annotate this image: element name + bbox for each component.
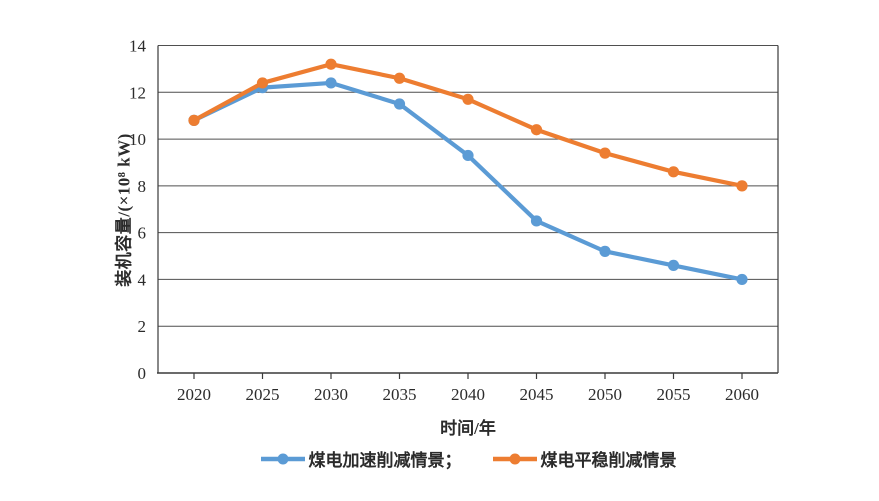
series-0-marker-2040 bbox=[462, 149, 474, 162]
series-0-marker-2030 bbox=[325, 77, 337, 89]
series-0-marker-2055 bbox=[667, 259, 680, 271]
series-1-marker-2060 bbox=[736, 180, 748, 192]
x-tick-label-2060: 2060 bbox=[725, 385, 759, 404]
series-1-marker-2050 bbox=[599, 147, 611, 159]
series-1-marker-2055 bbox=[667, 166, 680, 178]
x-tick-label-2045: 2045 bbox=[520, 385, 554, 404]
x-tick-label-2040: 2040 bbox=[451, 385, 485, 404]
x-tick-label-2050: 2050 bbox=[588, 385, 622, 404]
series-0-marker-2045 bbox=[530, 215, 543, 227]
series-line-1 bbox=[191, 62, 745, 188]
series-1-marker-2040 bbox=[462, 93, 474, 105]
legend-label-steady-scenario: 煤电平稳削减情景 bbox=[540, 451, 677, 470]
series-0-marker-2035 bbox=[393, 98, 406, 110]
series-1-marker-2030 bbox=[325, 58, 337, 70]
legend-line-marker-blue-icon bbox=[260, 452, 306, 466]
y-tick-label-6: 6 bbox=[138, 224, 147, 243]
x-tick-label-2035: 2035 bbox=[383, 385, 417, 404]
y-tick-label-4: 4 bbox=[138, 270, 147, 289]
series-1-marker-2025 bbox=[256, 77, 269, 89]
x-tick-label-2055: 2055 bbox=[657, 385, 691, 404]
series-1-marker-2020 bbox=[188, 114, 200, 126]
x-tick-label-2020: 2020 bbox=[177, 385, 211, 404]
series-0-marker-2050 bbox=[599, 245, 611, 257]
legend-label-accelerated-scenario: 煤电加速削减情景； bbox=[308, 451, 462, 470]
y-tick-label-12: 12 bbox=[129, 83, 146, 102]
y-tick-label-14: 14 bbox=[129, 37, 147, 56]
series-1-marker-2035 bbox=[393, 72, 406, 84]
x-tick-label-2030: 2030 bbox=[314, 385, 348, 404]
legend-line-marker-orange-icon bbox=[492, 452, 538, 466]
y-tick-label-8: 8 bbox=[138, 177, 147, 196]
x-axis-title: 时间/年 bbox=[440, 419, 496, 438]
y-tick-label-10: 10 bbox=[129, 130, 146, 149]
legend-item-accelerated-scenario: 煤电加速削减情景； bbox=[260, 446, 462, 471]
y-axis-title: 装机容量/(×10⁸ kW) bbox=[114, 133, 134, 287]
x-tick-label-2025: 2025 bbox=[246, 385, 280, 404]
series-1-marker-2045 bbox=[530, 124, 543, 136]
legend-item-steady-scenario: 煤电平稳削减情景 bbox=[492, 446, 677, 471]
series-line-0 bbox=[191, 80, 745, 282]
y-tick-label-2: 2 bbox=[138, 317, 147, 336]
legend: 煤电加速削减情景； 煤电平稳削减情景 bbox=[158, 446, 778, 471]
series-0-marker-2060 bbox=[736, 273, 748, 286]
y-tick-label-0: 0 bbox=[138, 364, 147, 383]
